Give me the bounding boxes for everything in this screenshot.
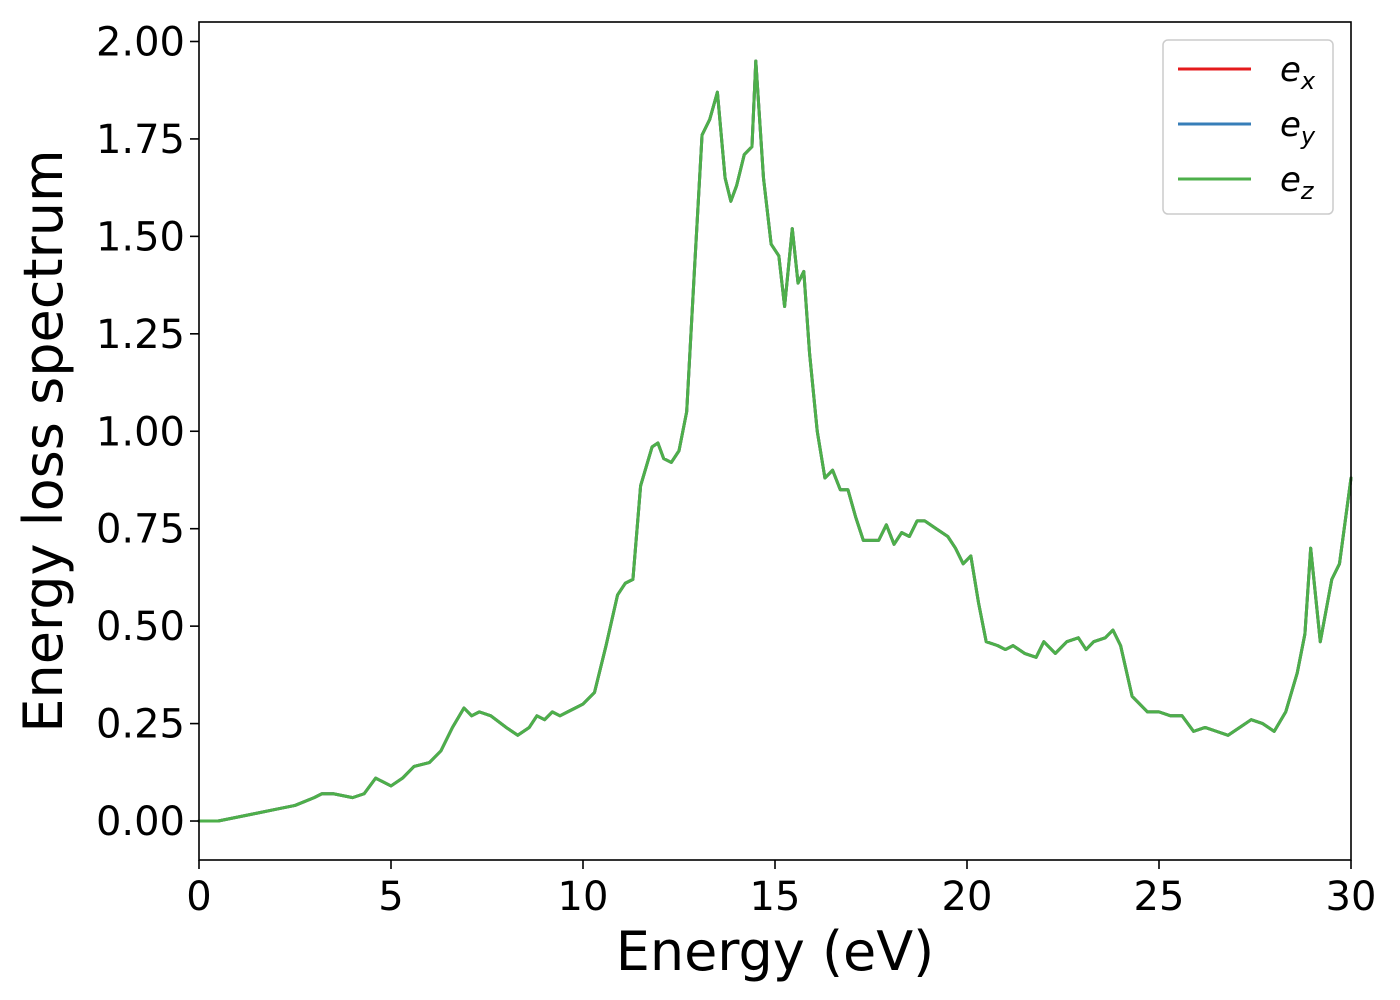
y-axis-ticks: 0.00 0.25 0.50 0.75 1.00 1.25 1.50 1.75 2.00 — [96, 19, 199, 845]
legend-label-e-z: ez — [1280, 160, 1315, 205]
x-axis-ticks: 0 5 10 15 20 25 30 — [186, 860, 1376, 920]
series-line-e-z — [197, 59, 1353, 823]
x-tick-label: 0 — [186, 874, 211, 920]
y-tick-label: 1.00 — [96, 409, 185, 455]
legend-box — [1162, 39, 1334, 215]
y-axis-title: Energy loss spectrum — [12, 149, 75, 732]
x-tick-label: 5 — [378, 874, 403, 920]
plot-lines — [197, 59, 1353, 823]
y-tick-label: 0.25 — [96, 702, 185, 748]
x-tick-label: 15 — [750, 874, 801, 920]
y-tick-label: 2.00 — [96, 19, 185, 65]
y-tick-label: 1.50 — [96, 214, 185, 260]
y-tick-label: 1.25 — [96, 312, 185, 358]
y-tick-label: 0.50 — [96, 604, 185, 650]
legend-items: ex ey ez — [1178, 50, 1316, 205]
x-tick-label: 25 — [1134, 874, 1185, 920]
x-tick-label: 20 — [942, 874, 993, 920]
y-tick-label: 1.75 — [96, 117, 185, 163]
legend-label-e-x: ex — [1280, 50, 1316, 95]
x-tick-label: 30 — [1326, 874, 1377, 920]
x-axis-title: Energy (eV) — [616, 920, 935, 983]
y-tick-label: 0.75 — [96, 507, 185, 553]
y-tick-label: 0.00 — [96, 799, 185, 845]
legend-label-e-y: ey — [1280, 105, 1316, 150]
legend: ex ey ez — [1162, 39, 1334, 215]
x-tick-label: 10 — [558, 874, 609, 920]
